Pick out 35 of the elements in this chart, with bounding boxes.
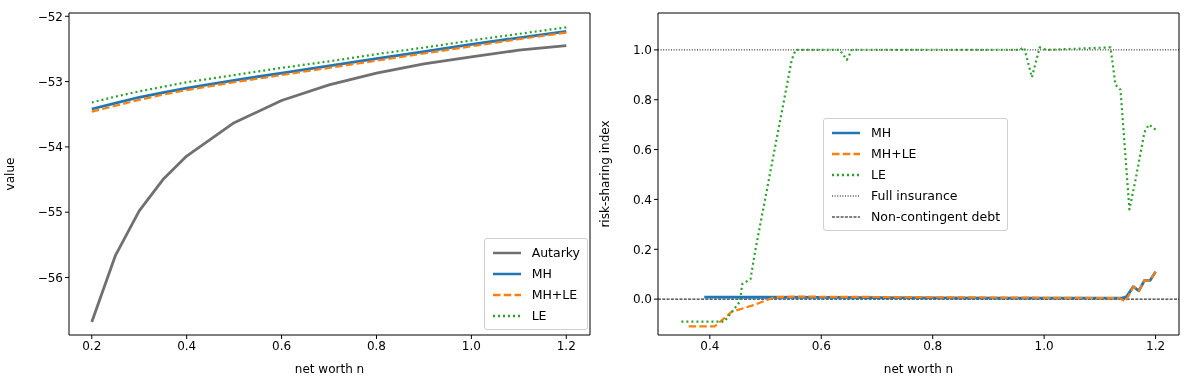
x-tick-label: 0.6 (272, 338, 292, 353)
x-tick-label: 0.4 (700, 338, 720, 353)
x-tick-label: 1.2 (556, 338, 576, 353)
x-tick-label: 0.8 (366, 338, 387, 353)
y-tick-label: 0.6 (632, 142, 652, 157)
y-tick-label: 0.0 (632, 292, 652, 307)
legend-label: MH (531, 266, 552, 281)
legend-label: Non-contingent debt (871, 209, 1001, 224)
legend-label: LE (531, 308, 547, 323)
legend-label: MH (871, 125, 892, 140)
y-tick-label: −52 (37, 9, 63, 24)
x-tick-label: 0.4 (177, 338, 197, 353)
y-tick-label: −55 (37, 205, 63, 220)
legend-label: MH+LE (531, 287, 578, 302)
y-axis-title: risk-sharing index (598, 120, 613, 228)
y-tick-label: −53 (37, 74, 63, 89)
y-tick-label: 1.0 (632, 43, 652, 58)
x-tick-label: 1.0 (461, 338, 481, 353)
x-tick-label: 0.2 (82, 338, 102, 353)
y-tick-label: 0.8 (632, 92, 652, 107)
y-tick-label: −56 (37, 270, 63, 285)
x-tick-label: 0.6 (811, 338, 831, 353)
x-axis-title: net worth n (883, 362, 954, 376)
legend-label: LE (871, 167, 886, 182)
y-tick-label: 0.2 (632, 242, 652, 257)
legend-label: MH+LE (871, 146, 917, 161)
legend-label: Autarky (531, 245, 580, 260)
x-tick-label: 0.8 (923, 338, 943, 353)
x-tick-label: 1.2 (1146, 338, 1166, 353)
y-axis-title: value (3, 157, 18, 191)
y-tick-label: −54 (37, 140, 63, 155)
x-axis-title: net worth n (294, 362, 365, 376)
legend-label: Full insurance (871, 188, 958, 203)
y-tick-label: 0.4 (632, 192, 652, 207)
x-tick-label: 1.0 (1034, 338, 1054, 353)
